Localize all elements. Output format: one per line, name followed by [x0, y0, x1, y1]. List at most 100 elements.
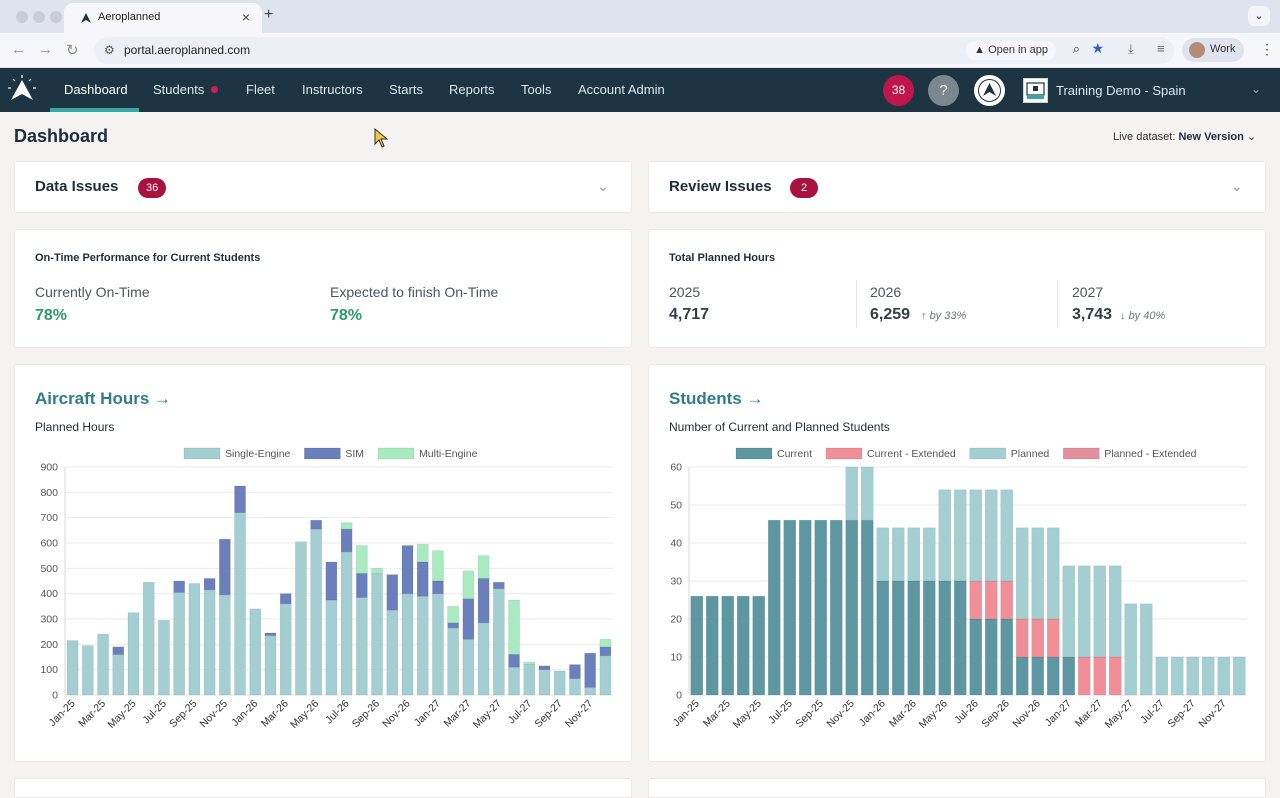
data-issues-title: Data Issues	[35, 178, 119, 195]
bar-segment	[340, 522, 353, 530]
chevron-down-icon[interactable]: ⌄	[1231, 178, 1243, 194]
download-icon[interactable]: ⤓	[1128, 41, 1134, 56]
x-tick-label: Jul-27	[506, 698, 535, 727]
notifications-badge[interactable]: 38	[883, 75, 914, 106]
bar-segment	[493, 588, 505, 696]
tab-title: Aeroplanned	[98, 11, 161, 23]
back-icon[interactable]: ←	[11, 41, 26, 58]
bar-segment	[386, 609, 399, 696]
zoom-icon[interactable]: ⌕	[1072, 41, 1080, 56]
help-button[interactable]: ?	[928, 75, 959, 106]
x-tick-label: May-27	[471, 698, 504, 731]
bar-segment	[538, 669, 551, 696]
bar-segment	[599, 646, 612, 657]
bar-segment	[599, 638, 612, 648]
reload-icon[interactable]: ↻	[66, 42, 79, 59]
building-icon	[1026, 82, 1045, 99]
legend-label: Single-Engine	[225, 448, 291, 460]
bar-segment	[767, 519, 781, 696]
open-in-app-button[interactable]: ▲ Open in app	[966, 41, 1056, 60]
more-icon[interactable]: ⋮	[1260, 41, 1274, 57]
dataset-selector[interactable]: Live dataset: New Version ⌄	[1113, 130, 1256, 143]
open-in-app-label: Open in app	[988, 44, 1048, 56]
legend-label: Planned - Extended	[1104, 448, 1196, 460]
nav-tools[interactable]: Tools	[521, 82, 552, 97]
y-tick-label: 500	[40, 563, 58, 575]
arrow-up-icon: ↑	[921, 310, 927, 322]
bar-segment	[188, 583, 201, 696]
bar-segment	[845, 466, 859, 521]
forward-icon[interactable]: →	[38, 41, 53, 58]
profile-label: Work	[1210, 43, 1236, 55]
chevron-down-icon: ⌄	[1246, 131, 1257, 143]
bar-segment	[142, 581, 155, 696]
window-close-button[interactable]	[16, 11, 28, 23]
site-settings-icon[interactable]: ⚙	[104, 43, 115, 57]
menu-icon[interactable]: ≡	[1157, 41, 1165, 56]
review-issues-card[interactable]: Review Issues 2 ⌄	[648, 161, 1266, 213]
legend-swatch	[183, 447, 221, 460]
legend-swatch	[377, 447, 415, 460]
aeroplanned-logo-icon[interactable]	[6, 74, 38, 106]
bar-segment	[462, 598, 475, 640]
nav-account-admin[interactable]: Account Admin	[578, 82, 665, 97]
x-tick-label: Jan-26	[229, 698, 260, 729]
nav-instructors[interactable]: Instructors	[302, 82, 363, 97]
bar-segment	[97, 633, 109, 696]
bar-segment	[938, 580, 952, 696]
review-issues-count: 2	[790, 178, 818, 198]
close-icon[interactable]: ×	[241, 9, 250, 25]
bar-segment	[158, 619, 170, 696]
aircraft-hours-link[interactable]: Aircraft Hours →	[35, 389, 171, 409]
bar-segment	[432, 593, 444, 696]
bar-segment	[447, 627, 459, 696]
chevron-down-icon[interactable]: ⌄	[597, 178, 609, 194]
plus-icon[interactable]: +	[264, 6, 274, 23]
trend-down: ↓ by 40%	[1120, 310, 1165, 322]
students-link[interactable]: Students →	[669, 389, 763, 409]
bar-segment	[112, 646, 125, 655]
bar-segment	[969, 618, 983, 696]
url-text[interactable]: portal.aeroplanned.com	[124, 43, 251, 57]
legend-swatch	[735, 447, 773, 460]
nav-dashboard[interactable]: Dashboard	[64, 82, 128, 97]
arrow-down-icon: ↓	[1120, 310, 1126, 322]
aeroplanned-logo-icon	[81, 13, 91, 23]
y-tick-label: 900	[40, 462, 58, 474]
bar-segment	[1155, 656, 1169, 696]
bar-segment	[953, 580, 967, 696]
data-issues-card[interactable]: Data Issues 36 ⌄	[14, 161, 632, 213]
url-input[interactable]: ⚙ portal.aeroplanned.com ▲ Open in app ⌕…	[94, 37, 1174, 64]
bar-segment	[829, 519, 843, 696]
bar-segment	[1139, 603, 1153, 696]
bar-segment	[705, 595, 719, 696]
year-hours-value: 6,259	[870, 306, 911, 323]
user-avatar[interactable]	[974, 75, 1005, 106]
profile-button[interactable]: Work	[1182, 38, 1244, 62]
chart-title: Students	[669, 389, 742, 408]
org-selector[interactable]: Training Demo - Spain	[1056, 83, 1186, 98]
nav-fleet[interactable]: Fleet	[246, 82, 275, 97]
bar-segment	[721, 595, 735, 696]
bar-segment	[264, 632, 277, 636]
nav-reports[interactable]: Reports	[449, 82, 495, 97]
window-zoom-button[interactable]	[50, 11, 62, 23]
window-minimize-button[interactable]	[33, 11, 45, 23]
bar-segment	[523, 661, 536, 665]
bar-segment	[1031, 656, 1045, 696]
bar-segment	[340, 528, 353, 553]
browser-tab[interactable]: Aeroplanned ×	[64, 3, 262, 33]
chevron-down-icon[interactable]: ⌄	[1251, 82, 1262, 96]
bar-segment	[325, 599, 338, 696]
x-tick-label: Jul-25	[766, 698, 795, 727]
bar-segment	[938, 489, 952, 582]
bar-segment	[279, 603, 292, 696]
bar-segment	[416, 543, 429, 563]
chevron-down-icon[interactable]: ⌄	[1248, 6, 1270, 26]
nav-starts[interactable]: Starts	[389, 82, 423, 97]
star-icon[interactable]: ★	[1091, 40, 1104, 56]
app-navbar: Dashboard Students Fleet Instructors Sta…	[0, 68, 1280, 112]
nav-students[interactable]: Students	[153, 82, 205, 97]
x-tick-label: May-26	[917, 698, 950, 731]
